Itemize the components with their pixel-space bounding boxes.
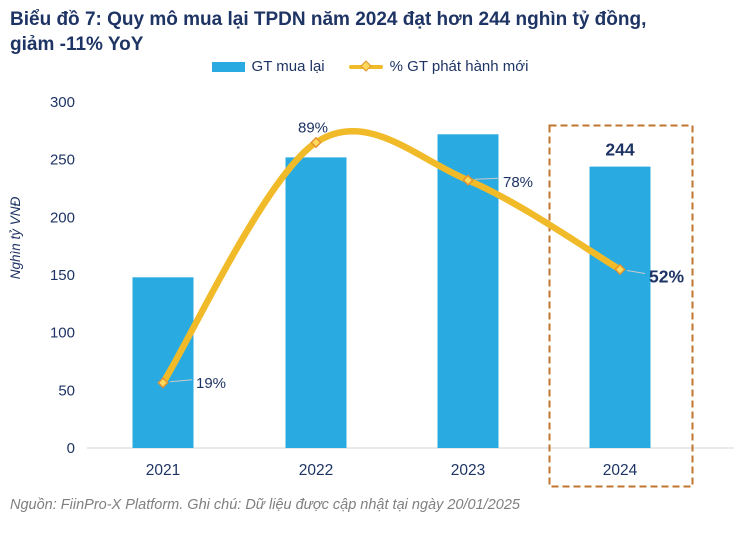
x-label-2022: 2022 (299, 462, 333, 479)
diamond-marker-icon (359, 60, 372, 72)
legend: GT mua lại % GT phát hành mới (0, 58, 740, 75)
line-label-2022: 89% (298, 120, 328, 137)
y-tick-150: 150 (50, 267, 75, 284)
y-tick-50: 50 (58, 382, 75, 399)
line-swatch-icon (348, 60, 383, 72)
bar-value-label-2024: 244 (605, 140, 634, 160)
line-label-2023: 78% (503, 174, 533, 191)
leader-line-2021 (169, 379, 193, 383)
legend-item-bar: GT mua lại (211, 58, 325, 75)
source-note: Nguồn: FiinPro-X Platform. Ghi chú: Dữ l… (10, 497, 520, 513)
bar-2021 (132, 277, 194, 448)
y-tick-250: 250 (50, 152, 75, 169)
page-title: Biểu đồ 7: Quy mô mua lại TPDN năm 2024 … (10, 9, 647, 55)
highlight-box-2024 (548, 124, 694, 488)
y-axis-title: Nghìn tỷ VNĐ (8, 196, 23, 279)
trend-line (159, 128, 624, 387)
chart-canvas: 0 50 100 150 200 250 300 Nghìn tỷ VNĐ 2021 2022 20… (8, 94, 734, 488)
leader-line-2023 (474, 177, 500, 180)
y-tick-100: 100 (50, 325, 75, 342)
x-label-2024: 2024 (603, 462, 638, 479)
x-label-2021: 2021 (146, 462, 180, 479)
chart-area: 0 50 100 150 200 250 300 Nghìn tỷ VNĐ 2021 2022 20… (0, 90, 740, 495)
line-label-2024: 52% (649, 267, 684, 287)
marker-2024 (614, 263, 626, 276)
y-tick-300: 300 (50, 94, 75, 111)
bar-swatch-icon (211, 61, 245, 72)
marker-2021 (157, 377, 169, 389)
legend-line-label: % GT phát hành mới (389, 58, 529, 75)
y-tick-200: 200 (50, 209, 75, 226)
bar-2024 (589, 166, 651, 448)
leader-line-2024 (626, 270, 646, 274)
marker-2022 (310, 136, 322, 149)
line-label-2021: 19% (196, 375, 226, 392)
bar-2022 (285, 157, 347, 448)
x-label-2023: 2023 (451, 462, 485, 479)
legend-bar-label: GT mua lại (251, 58, 325, 75)
legend-item-line: % GT phát hành mới (348, 58, 529, 75)
y-tick-0: 0 (67, 440, 75, 457)
marker-2023 (462, 174, 474, 186)
